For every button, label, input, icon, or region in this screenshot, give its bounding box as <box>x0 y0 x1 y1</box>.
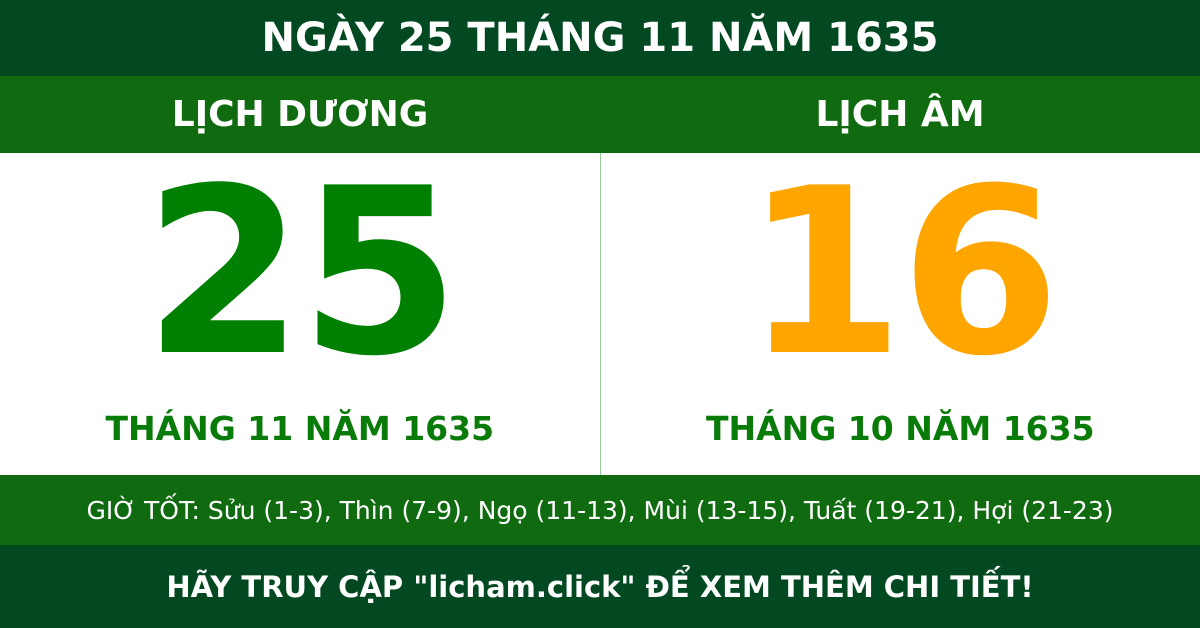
calendar-headers: LỊCH DƯƠNG LỊCH ÂM <box>0 76 1200 153</box>
calendar-body: 25 THÁNG 11 NĂM 1635 16 THÁNG 10 NĂM 163… <box>0 153 1200 475</box>
lunar-column: 16 THÁNG 10 NĂM 1635 <box>599 140 1200 475</box>
page-title: NGÀY 25 THÁNG 11 NĂM 1635 <box>0 0 1200 76</box>
footer-cta: HÃY TRUY CẬP "licham.click" ĐỂ XEM THÊM … <box>0 545 1200 628</box>
solar-month-year: THÁNG 11 NĂM 1635 <box>105 409 495 448</box>
lunar-label: LỊCH ÂM <box>815 94 985 135</box>
solar-column: 25 THÁNG 11 NĂM 1635 <box>0 153 600 475</box>
lunar-day: 16 <box>744 140 1060 407</box>
good-hours: GIỜ TỐT: Sửu (1-3), Thìn (7-9), Ngọ (11-… <box>0 475 1200 545</box>
solar-label: LỊCH DƯƠNG <box>171 94 429 135</box>
solar-day: 25 <box>143 140 460 407</box>
lunar-month-year: THÁNG 10 NĂM 1635 <box>705 409 1095 448</box>
